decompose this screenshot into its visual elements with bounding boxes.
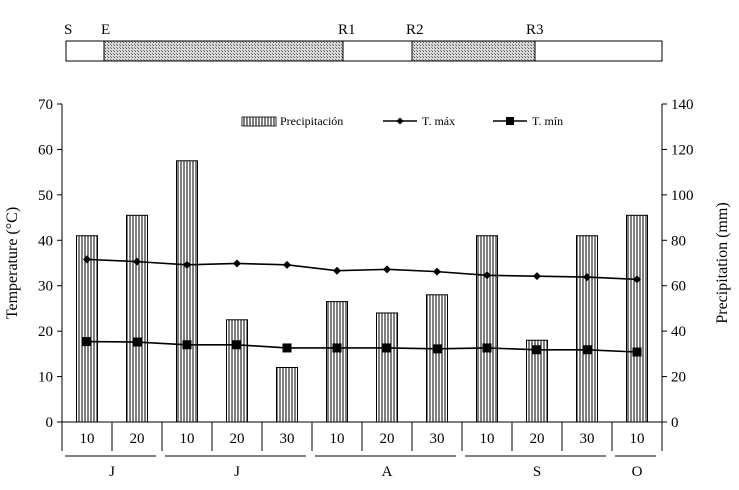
tmin-point	[532, 345, 542, 355]
month-label: J	[234, 464, 240, 480]
left-tick-label: 0	[46, 415, 54, 431]
category-label: 30	[580, 431, 595, 447]
tmax-point	[83, 255, 91, 264]
precipitation-bar	[326, 301, 348, 423]
y2-axis-title: Precipitation (mm)	[714, 202, 731, 323]
left-tick-label: 10	[38, 370, 53, 386]
stage-label-r2: R2	[406, 22, 424, 38]
legend-tmax-label: T. máx	[422, 114, 455, 128]
precipitation-bar	[476, 235, 498, 423]
stage-label-s: S	[64, 22, 72, 38]
stage-label-r3: R3	[526, 22, 544, 38]
category-label: 20	[380, 431, 395, 447]
precipitation-bar	[526, 339, 548, 423]
tmax-point	[383, 265, 391, 274]
month-label: O	[632, 464, 643, 480]
stage-block-r2-r3	[411, 40, 536, 62]
right-tick-label: 40	[671, 324, 686, 340]
tmin-point	[182, 340, 192, 350]
tmax-point	[483, 271, 491, 280]
left-tick-label: 50	[38, 188, 53, 204]
tmin-point	[482, 343, 492, 353]
tmin-point	[282, 343, 292, 353]
precipitation-bar	[226, 319, 248, 423]
tmax-point	[583, 273, 591, 282]
month-label: A	[382, 464, 393, 480]
right-axis-ticks: 0 20 40 60 80 100 120 140	[662, 97, 694, 431]
right-tick-label: 20	[671, 370, 686, 386]
tmax-point	[633, 275, 641, 284]
category-label: 30	[280, 431, 295, 447]
right-tick-label: 100	[671, 188, 694, 204]
precipitation-bar	[626, 214, 648, 423]
tmax-point	[283, 260, 291, 269]
right-tick-label: 80	[671, 233, 686, 249]
category-label: 10	[630, 431, 645, 447]
right-tick-label: 120	[671, 142, 694, 158]
tmin-line	[86, 340, 638, 353]
stage-label-e: E	[101, 22, 110, 38]
category-label: 10	[330, 431, 345, 447]
legend-precip-swatch	[241, 116, 277, 127]
precipitation-bar	[126, 214, 148, 423]
right-tick-label: 0	[671, 415, 679, 431]
right-tick-label: 60	[671, 279, 686, 295]
legend-tmin-marker	[506, 117, 514, 125]
left-tick-label: 20	[38, 324, 53, 340]
tmin-point	[232, 340, 242, 350]
tmax-point	[333, 266, 341, 275]
tmax-line	[86, 258, 638, 281]
legend-precip-label: Precipitación	[280, 114, 343, 128]
tmax-point	[433, 267, 441, 276]
stage-block-e-r1	[103, 40, 344, 62]
legend-tmin-label: T. mín	[532, 114, 563, 128]
x-category-axis: 10 20 10 20 30 10 20 30 10 20 30 10	[61, 422, 663, 451]
left-tick-label: 70	[38, 97, 53, 113]
category-label: 10	[480, 431, 495, 447]
category-label: 30	[430, 431, 445, 447]
month-label: S	[533, 464, 541, 480]
left-tick-label: 30	[38, 279, 53, 295]
category-label: 10	[180, 431, 195, 447]
tmin-point	[132, 337, 142, 347]
legend-tmax-marker	[396, 117, 404, 125]
tmin-point	[382, 343, 392, 353]
tmax-point	[133, 257, 141, 266]
tmin-point	[632, 347, 642, 357]
category-label: 20	[230, 431, 245, 447]
tmax-point	[183, 260, 191, 269]
temperature-lines	[82, 255, 642, 357]
precipitation-bar	[76, 235, 98, 423]
left-tick-label: 60	[38, 142, 53, 158]
category-label: 10	[80, 431, 95, 447]
category-label: 20	[130, 431, 145, 447]
tmax-point	[533, 272, 541, 281]
precipitation-bar	[376, 312, 398, 423]
precipitation-bar	[176, 160, 198, 423]
precipitation-bar	[276, 366, 298, 423]
legend: Precipitación T. máx T. mín	[241, 114, 563, 128]
month-label: J	[109, 464, 115, 480]
left-axis-ticks: 0 10 20 30 40 50 60 70	[38, 97, 62, 431]
stage-strip: S E R1 R2 R3	[64, 22, 663, 62]
tmax-point	[233, 259, 241, 268]
y-axis-title: Temperature (°C)	[4, 207, 21, 319]
precipitation-bar	[576, 235, 598, 423]
left-tick-label: 40	[38, 233, 53, 249]
stage-label-r1: R1	[338, 22, 356, 38]
tmin-point	[432, 344, 442, 354]
precipitation-bars	[76, 160, 648, 423]
tmin-point	[582, 345, 592, 355]
precipitation-bar	[426, 294, 448, 423]
tmin-point	[82, 337, 92, 347]
right-tick-label: 140	[671, 97, 694, 113]
category-label: 20	[530, 431, 545, 447]
tmin-point	[332, 343, 342, 353]
